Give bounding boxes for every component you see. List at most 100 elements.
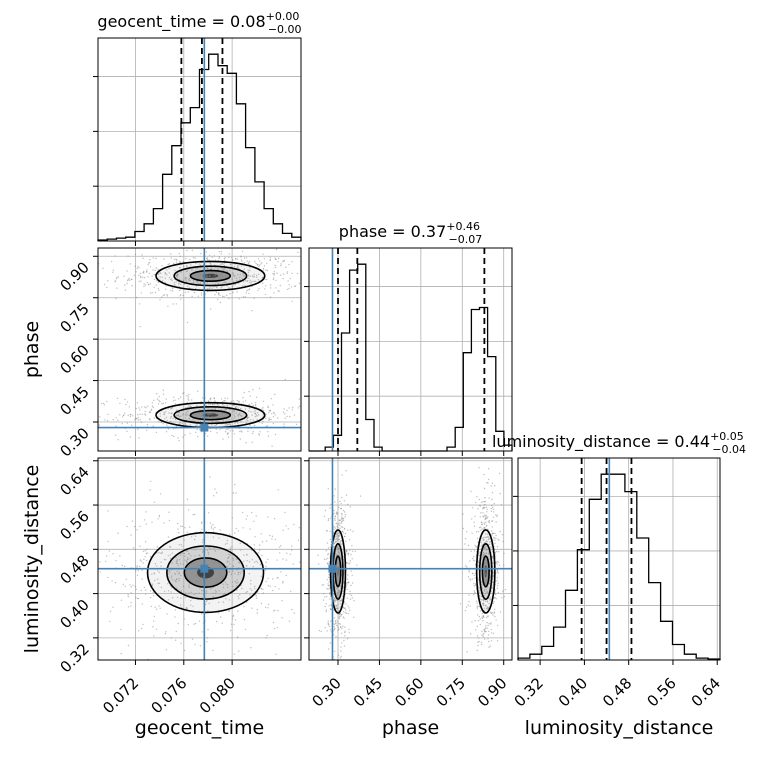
scatter-point bbox=[149, 489, 151, 491]
scatter-point bbox=[269, 256, 271, 259]
scatter-point bbox=[488, 597, 490, 600]
scatter-point bbox=[478, 554, 480, 556]
scatter-point bbox=[140, 627, 143, 630]
scatter-point bbox=[179, 267, 181, 269]
scatter-point bbox=[157, 403, 160, 405]
scatter-point bbox=[330, 620, 332, 622]
scatter-point bbox=[480, 529, 482, 531]
scatter-point bbox=[214, 589, 217, 592]
scatter-point bbox=[503, 564, 505, 566]
scatter-point bbox=[135, 407, 137, 410]
scatter-point bbox=[482, 512, 484, 514]
scatter-point bbox=[171, 587, 173, 589]
scatter-point bbox=[264, 278, 267, 281]
scatter-point bbox=[168, 511, 170, 513]
scatter-point bbox=[192, 281, 195, 284]
scatter-point bbox=[212, 649, 214, 652]
scatter-point bbox=[252, 280, 254, 282]
scatter-point bbox=[482, 636, 484, 638]
scatter-point bbox=[137, 569, 139, 572]
scatter-point bbox=[240, 572, 242, 574]
scatter-point bbox=[179, 255, 181, 258]
scatter-point bbox=[224, 409, 226, 411]
scatter-point bbox=[214, 526, 216, 529]
scatter-point bbox=[141, 569, 143, 571]
scatter-point bbox=[210, 577, 212, 579]
scatter-point bbox=[64, 436, 65, 437]
scatter-point bbox=[327, 623, 330, 625]
scatter-point bbox=[223, 257, 226, 260]
scatter-point bbox=[262, 269, 265, 271]
scatter-point bbox=[179, 396, 182, 398]
scatter-point bbox=[277, 257, 280, 260]
scatter-point bbox=[189, 405, 192, 408]
scatter-point bbox=[482, 508, 484, 510]
scatter-point bbox=[257, 263, 259, 266]
scatter-point bbox=[117, 419, 119, 421]
scatter-point bbox=[107, 280, 109, 282]
scatter-point bbox=[481, 612, 483, 614]
scatter-point bbox=[265, 565, 267, 568]
scatter-point bbox=[334, 650, 336, 652]
scatter-point bbox=[151, 521, 153, 523]
scatter-point bbox=[240, 407, 242, 410]
scatter-point bbox=[180, 553, 182, 555]
scatter-point bbox=[184, 559, 186, 561]
scatter-point bbox=[195, 413, 197, 415]
scatter-point bbox=[147, 405, 149, 407]
scatter-point bbox=[157, 287, 159, 290]
scatter-point bbox=[318, 629, 320, 632]
scatter-point bbox=[490, 632, 493, 634]
scatter-point bbox=[475, 629, 477, 631]
scatter-point bbox=[206, 273, 208, 275]
scatter-point bbox=[277, 610, 279, 612]
scatter-point bbox=[163, 522, 165, 524]
scatter-point bbox=[267, 431, 269, 433]
contour-line bbox=[173, 265, 248, 287]
scatter-point bbox=[186, 414, 189, 416]
scatter-point bbox=[196, 580, 198, 582]
scatter-point bbox=[298, 405, 301, 407]
scatter-point bbox=[195, 267, 197, 269]
scatter-point bbox=[486, 606, 488, 608]
scatter-point bbox=[228, 256, 230, 259]
scatter-point bbox=[267, 516, 269, 518]
scatter-point bbox=[249, 395, 251, 397]
scatter-point bbox=[492, 506, 494, 509]
scatter-point bbox=[259, 544, 261, 546]
scatter-point bbox=[286, 271, 289, 273]
scatter-point bbox=[474, 577, 476, 579]
scatter-point bbox=[158, 289, 160, 291]
scatter-point bbox=[237, 407, 239, 409]
scatter-point bbox=[328, 563, 330, 565]
scatter-point bbox=[258, 273, 260, 275]
scatter-point bbox=[480, 545, 483, 547]
scatter-point bbox=[162, 402, 164, 405]
scatter-point bbox=[340, 540, 342, 542]
scatter-point bbox=[184, 596, 187, 599]
scatter-point bbox=[337, 578, 339, 580]
scatter-point bbox=[478, 640, 480, 643]
scatter-point bbox=[180, 283, 182, 286]
scatter-point bbox=[231, 569, 234, 571]
scatter-point bbox=[326, 563, 327, 564]
scatter-point bbox=[274, 264, 276, 267]
scatter-point bbox=[199, 282, 202, 284]
scatter-point bbox=[494, 608, 496, 610]
scatter-point bbox=[131, 424, 133, 426]
scatter-point bbox=[274, 266, 277, 269]
scatter-point bbox=[218, 420, 220, 422]
scatter-point bbox=[107, 576, 109, 579]
scatter-point bbox=[154, 606, 156, 608]
scatter-point bbox=[249, 528, 251, 530]
scatter-point bbox=[338, 613, 341, 615]
scatter-point bbox=[212, 523, 214, 526]
scatter-point bbox=[142, 257, 144, 260]
x-tick-label: 0.080 bbox=[196, 674, 239, 717]
scatter-point bbox=[291, 545, 293, 547]
scatter-point bbox=[272, 278, 275, 281]
scatter-point bbox=[274, 393, 276, 396]
scatter-point bbox=[139, 419, 141, 421]
scatter-point bbox=[473, 574, 475, 576]
scatter-point bbox=[335, 599, 337, 601]
